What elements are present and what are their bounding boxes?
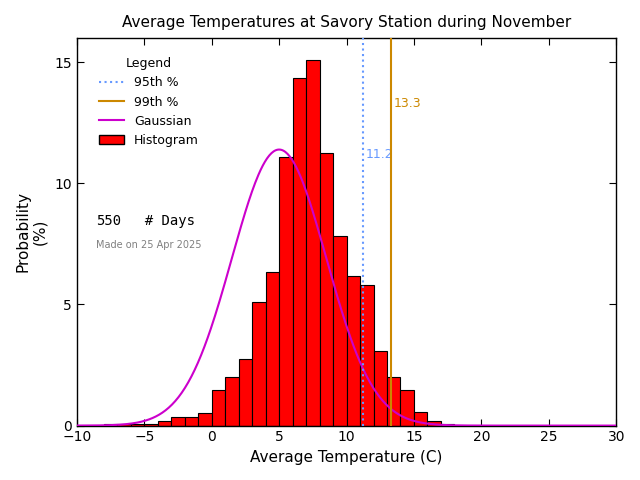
Bar: [428, 421, 441, 426]
Bar: [360, 285, 374, 426]
Bar: [117, 424, 131, 426]
Bar: [346, 276, 360, 426]
Bar: [172, 417, 185, 426]
Bar: [306, 60, 319, 426]
Title: Average Temperatures at Savory Station during November: Average Temperatures at Savory Station d…: [122, 15, 571, 30]
Bar: [401, 390, 414, 426]
Y-axis label: Probability
(%): Probability (%): [15, 192, 47, 272]
Bar: [374, 351, 387, 426]
Bar: [333, 236, 346, 426]
Bar: [212, 390, 225, 426]
Text: 13.3: 13.3: [394, 97, 421, 110]
Bar: [144, 424, 157, 426]
Bar: [266, 272, 279, 426]
Bar: [104, 424, 117, 426]
Bar: [319, 153, 333, 426]
Bar: [157, 421, 172, 426]
Bar: [414, 412, 428, 426]
Text: 550: 550: [96, 215, 121, 228]
Bar: [441, 424, 454, 426]
Bar: [279, 157, 292, 426]
Bar: [225, 377, 239, 426]
Bar: [292, 78, 306, 426]
Text: 11.2: 11.2: [365, 148, 393, 161]
X-axis label: Average Temperature (C): Average Temperature (C): [250, 450, 443, 465]
Bar: [387, 377, 401, 426]
Text: # Days: # Days: [128, 215, 195, 228]
Legend: 95th %, 99th %, Gaussian, Histogram: 95th %, 99th %, Gaussian, Histogram: [94, 52, 204, 152]
Bar: [252, 302, 266, 426]
Text: Made on 25 Apr 2025: Made on 25 Apr 2025: [96, 240, 201, 250]
Bar: [239, 360, 252, 426]
Bar: [198, 412, 212, 426]
Bar: [131, 424, 144, 426]
Bar: [185, 417, 198, 426]
